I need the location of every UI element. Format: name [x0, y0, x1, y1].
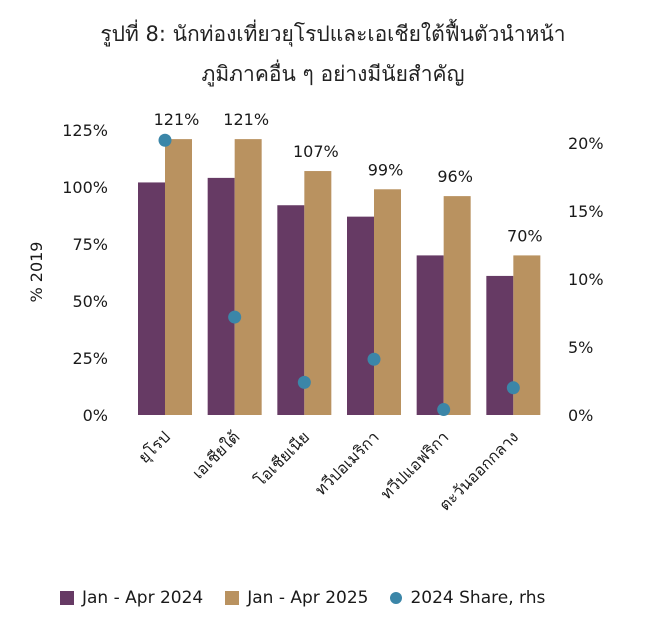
y-tick-label: 100% [62, 178, 108, 197]
y-tick-label: 75% [72, 235, 108, 254]
legend-swatch-2025 [225, 591, 240, 605]
share-point [158, 133, 172, 147]
bar-2025 [234, 139, 262, 415]
legend-item-share: 2024 Share, rhs [390, 588, 545, 608]
share-point [506, 381, 520, 395]
legend-label-2024: Jan - Apr 2024 [82, 588, 204, 608]
legend-swatch-2024 [60, 591, 74, 605]
bar-2024 [486, 275, 514, 415]
y2-tick-label: 15% [568, 202, 604, 221]
legend: Jan - Apr 2024 Jan - Apr 2025 2024 Share… [60, 586, 567, 610]
share-point [297, 375, 311, 389]
share-point [437, 403, 451, 417]
x-tick-label: โอเชียเนีย [250, 427, 313, 490]
x-tick-label: ทวีปอเมริกา [311, 427, 383, 499]
bar-2025-data-label: 121% [154, 110, 200, 129]
y-axis-title: % 2019 [27, 241, 46, 302]
legend-dot-share [390, 592, 403, 604]
legend-label-share: 2024 Share, rhs [410, 588, 546, 608]
y-tick-label: 125% [62, 121, 108, 140]
plot-area: 0% 25% 50% 75% 100% 125% 0% 5% 10% 15% 20% % 2019 12… [27, 110, 604, 514]
bar-2024 [347, 216, 374, 415]
y-tick-label: 0% [83, 406, 108, 425]
x-tick-label: เอเชียใต้ [188, 427, 243, 482]
bar-2024 [416, 255, 444, 415]
y2-tick-label: 5% [568, 338, 593, 357]
legend-item-2025: Jan - Apr 2025 [225, 588, 368, 608]
x-tick-label: ยุโรป [134, 427, 174, 467]
y2-tick-label: 20% [568, 134, 604, 153]
chart-subtitle: ภูมิภาคอื่น ๆ อย่างมีนัยสำคัญ [201, 62, 465, 86]
bar-2025-data-label: 121% [223, 110, 269, 129]
y-tick-label: 50% [72, 292, 108, 311]
x-tick-label: ทวีปแอฟริกา [377, 427, 453, 503]
share-point [228, 310, 242, 324]
bar-2025-data-label: 99% [368, 160, 404, 179]
bar-2025 [374, 189, 401, 415]
bar-2025 [443, 196, 471, 415]
y2-tick-label: 10% [568, 270, 604, 289]
bar-2024 [207, 177, 235, 415]
bar-2025-data-label: 96% [437, 167, 473, 186]
bar-2025-data-label: 107% [293, 142, 339, 161]
y-tick-label: 25% [72, 349, 108, 368]
legend-label-2025: Jan - Apr 2025 [247, 588, 369, 608]
bar-2024 [138, 182, 165, 415]
y2-tick-label: 0% [568, 406, 593, 425]
bar-2025 [304, 171, 332, 415]
legend-item-2024: Jan - Apr 2024 [60, 588, 203, 608]
bar-2025-data-label: 70% [507, 226, 543, 245]
chart-title: รูปที่ 8: นักท่องเที่ยวยุโรปและเอเชียใต้… [100, 22, 566, 46]
bar-2025 [165, 139, 192, 415]
share-point [367, 352, 381, 366]
